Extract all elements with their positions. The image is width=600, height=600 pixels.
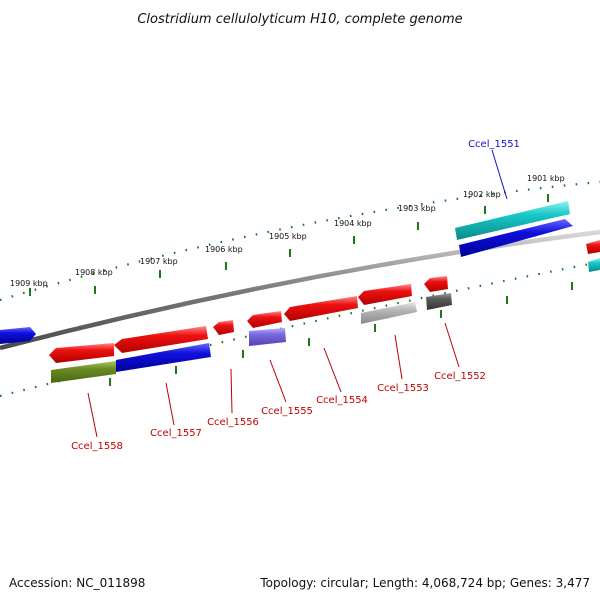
gene-blue-left[interactable]	[0, 327, 36, 344]
genome-summary: Topology: circular; Length: 4,068,724 bp…	[259, 576, 590, 590]
label-ccel-1552[interactable]: Ccel_1552	[434, 371, 486, 382]
gene-ccel-1558-olive[interactable]	[51, 361, 116, 383]
accession-text: Accession: NC_011898	[9, 576, 145, 590]
tick-label: 1904 kbp	[334, 219, 372, 228]
leader-ccel-1557	[165, 382, 175, 426]
leader-ccel-1553	[394, 334, 403, 380]
tick-label: 1906 kbp	[205, 245, 243, 254]
tick-label: 1908 kbp	[75, 268, 113, 277]
label-ccel-1553[interactable]: Ccel_1553	[377, 383, 429, 394]
leader-ccel-1551	[491, 149, 508, 200]
tick-label: 1905 kbp	[269, 232, 307, 241]
label-leaders	[87, 149, 508, 438]
label-ccel-1558[interactable]: Ccel_1558	[71, 441, 123, 452]
tick-label: 1907 kbp	[140, 257, 178, 266]
gene-ccel-1556[interactable]	[213, 320, 234, 335]
gene-ccel-1554[interactable]	[284, 296, 358, 321]
gene-ccel-1552[interactable]	[424, 276, 448, 292]
tick-label: 1902 kbp	[463, 190, 501, 199]
gene-red-edge[interactable]	[586, 240, 600, 254]
inner-dotted-track	[0, 260, 600, 398]
label-ccel-1557[interactable]: Ccel_1557	[150, 428, 202, 439]
forward-strand-genes	[0, 201, 600, 344]
tick-label: 1901 kbp	[527, 174, 565, 183]
label-ccel-1555[interactable]: Ccel_1555	[261, 406, 313, 417]
gene-ccel-1555-lavender[interactable]	[249, 328, 286, 346]
leader-ccel-1556	[230, 368, 233, 414]
gene-labels: Ccel_1551 Ccel_1552 Ccel_1553 Ccel_1554 …	[71, 139, 520, 452]
gene-ccel-1557[interactable]	[114, 326, 208, 353]
leader-ccel-1555	[269, 359, 287, 403]
leader-ccel-1554	[323, 347, 342, 393]
gene-ccel-1557-blue[interactable]	[116, 343, 211, 372]
gene-cyan-edge[interactable]	[588, 258, 600, 272]
gene-blue-forward[interactable]	[459, 219, 573, 257]
gene-ccel-1558[interactable]	[49, 343, 114, 363]
label-ccel-1551[interactable]: Ccel_1551	[468, 139, 520, 150]
gene-ccel-1553-gray[interactable]	[361, 302, 417, 324]
leader-ccel-1558	[87, 392, 98, 438]
tick-label: 1909 kbp	[10, 279, 48, 288]
label-ccel-1556[interactable]: Ccel_1556	[207, 417, 259, 428]
gene-ccel-1553[interactable]	[358, 284, 412, 305]
reverse-strand-genes	[49, 276, 452, 383]
outer-tick-track: 1909 kbp 1908 kbp 1907 kbp 1906 kbp 1905…	[0, 174, 600, 302]
label-ccel-1554[interactable]: Ccel_1554	[316, 395, 368, 406]
tick-label: 1903 kbp	[398, 204, 436, 213]
genome-backbone	[0, 229, 600, 351]
leader-ccel-1552	[444, 322, 460, 368]
inner-tick-track	[0, 260, 600, 398]
map-title: Clostridium cellulolyticum H10, complete…	[137, 12, 462, 27]
gene-ccel-1552-gray[interactable]	[426, 293, 452, 310]
gene-ccel-1555[interactable]	[247, 311, 282, 328]
gene-ccel-1551[interactable]	[455, 201, 570, 240]
